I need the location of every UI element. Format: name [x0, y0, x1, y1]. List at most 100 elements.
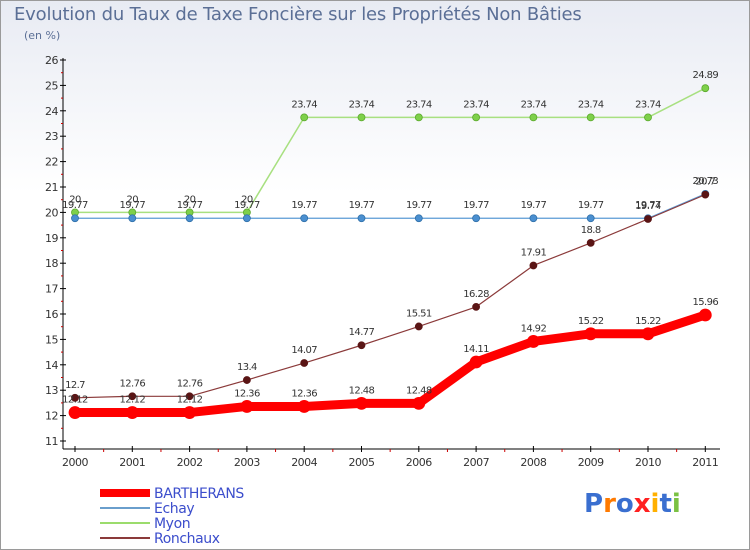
y-tick-label: 11 [45, 435, 58, 448]
x-tick-label: 2004 [291, 456, 317, 469]
data-label-bartherans: 14.92 [521, 323, 547, 334]
data-point-echay [185, 214, 194, 223]
data-label-myon: 20 [241, 194, 253, 205]
y-tick-label: 26 [45, 54, 58, 67]
data-label-ronchaux: 17.91 [521, 247, 547, 258]
data-label-bartherans: 15.96 [692, 297, 718, 308]
data-point-bartherans [527, 335, 540, 348]
data-label-ronchaux: 14.77 [349, 327, 375, 338]
data-label-myon: 23.74 [406, 99, 432, 110]
x-tick-label: 2008 [520, 456, 546, 469]
data-point-echay [529, 214, 538, 223]
x-tick-label: 2011 [692, 456, 718, 469]
data-point-ronchaux [586, 238, 595, 247]
y-tick-label: 16 [45, 308, 58, 321]
data-label-myon: 20 [127, 194, 139, 205]
y-tick-label: 15 [45, 333, 58, 346]
data-label-echay: 19.77 [291, 200, 317, 211]
data-point-myon [586, 113, 595, 122]
legend-label-bartherans: BARTHERANS [154, 486, 244, 502]
x-tick-label: 2003 [234, 456, 260, 469]
data-point-ronchaux [414, 322, 423, 331]
data-point-bartherans [355, 397, 368, 410]
data-point-ronchaux [357, 341, 366, 350]
data-label-ronchaux: 19.74 [635, 201, 661, 212]
data-label-myon: 24.89 [692, 70, 718, 81]
data-point-echay [414, 214, 423, 223]
data-label-bartherans: 12.48 [349, 385, 375, 396]
data-point-bartherans [68, 406, 82, 419]
data-point-bartherans [297, 400, 311, 413]
data-label-ronchaux: 15.51 [406, 308, 432, 319]
y-tick-label: 13 [45, 384, 58, 397]
series-line-echay [75, 193, 706, 219]
data-point-bartherans [641, 327, 655, 341]
x-tick-label: 2002 [177, 456, 203, 469]
data-label-myon: 23.74 [521, 99, 547, 110]
data-label-ronchaux: 16.28 [463, 289, 489, 300]
data-label-ronchaux: 14.07 [291, 345, 317, 356]
data-point-ronchaux [242, 376, 251, 384]
y-axis-unit: (en %) [24, 29, 61, 42]
data-label-echay: 19.77 [119, 200, 145, 211]
data-point-bartherans [584, 327, 598, 341]
logo-letter: i [671, 489, 681, 519]
logo-letter: x [633, 489, 651, 519]
data-label-myon: 23.74 [463, 99, 489, 110]
y-tick-label: 23 [45, 130, 58, 143]
data-point-myon [300, 113, 309, 122]
data-point-ronchaux [71, 393, 79, 402]
data-label-echay: 19.77 [521, 200, 547, 211]
logo-letter: o [615, 489, 634, 519]
series-line-bartherans [75, 310, 707, 418]
y-tick-label: 19 [45, 232, 58, 245]
data-label-echay: 19.77 [578, 200, 604, 211]
logo-letter: i [650, 489, 660, 519]
y-tick-label: 20 [45, 206, 58, 219]
data-point-myon [472, 113, 481, 122]
y-tick-label: 18 [45, 257, 58, 270]
data-point-echay [586, 214, 595, 223]
data-label-bartherans: 12.36 [234, 388, 260, 399]
legend-label-ronchaux: Ronchaux [154, 531, 220, 547]
data-label-echay: 19.77 [62, 200, 88, 211]
logo-letter: r [603, 489, 616, 519]
data-point-bartherans [469, 355, 483, 369]
data-point-bartherans [412, 397, 426, 410]
chart-title: Evolution du Taux de Taxe Foncière sur l… [14, 4, 582, 25]
data-point-myon [357, 113, 366, 122]
y-tick-label: 17 [45, 283, 58, 296]
logo-letter: P [584, 489, 604, 519]
data-point-echay [128, 214, 137, 223]
x-tick-label: 2009 [578, 456, 604, 469]
data-label-myon: 23.74 [349, 99, 375, 110]
data-label-ronchaux: 12.76 [177, 378, 203, 389]
series-line-ronchaux [74, 194, 706, 399]
data-label-ronchaux: 18.8 [581, 225, 601, 236]
data-point-ronchaux [300, 359, 309, 367]
data-label-myon: 23.74 [291, 99, 317, 110]
data-label-bartherans: 12.12 [62, 395, 88, 406]
data-label-echay: 20.73 [692, 176, 718, 187]
x-tick-label: 2010 [635, 456, 661, 469]
y-tick-label: 25 [45, 79, 58, 92]
x-tick-label: 2005 [349, 456, 375, 469]
data-label-bartherans: 15.22 [635, 316, 661, 327]
data-point-echay [472, 214, 481, 223]
data-label-echay: 19.77 [635, 200, 661, 211]
data-point-bartherans [698, 308, 712, 322]
y-tick-label: 24 [45, 105, 58, 118]
data-point-ronchaux [185, 392, 194, 401]
data-label-ronchaux: 12.76 [119, 378, 145, 389]
proxiti-logo[interactable]: Proxiti [584, 489, 681, 519]
data-label-myon: 20 [184, 194, 196, 205]
data-point-echay [357, 214, 366, 223]
data-label-echay: 19.77 [349, 200, 375, 211]
data-point-myon [701, 84, 710, 93]
data-label-bartherans: 12.12 [119, 395, 145, 406]
data-point-myon [644, 113, 652, 122]
data-label-myon: 23.74 [578, 99, 604, 110]
legend-label-echay: Echay [154, 501, 194, 517]
logo-letter: t [659, 489, 672, 519]
